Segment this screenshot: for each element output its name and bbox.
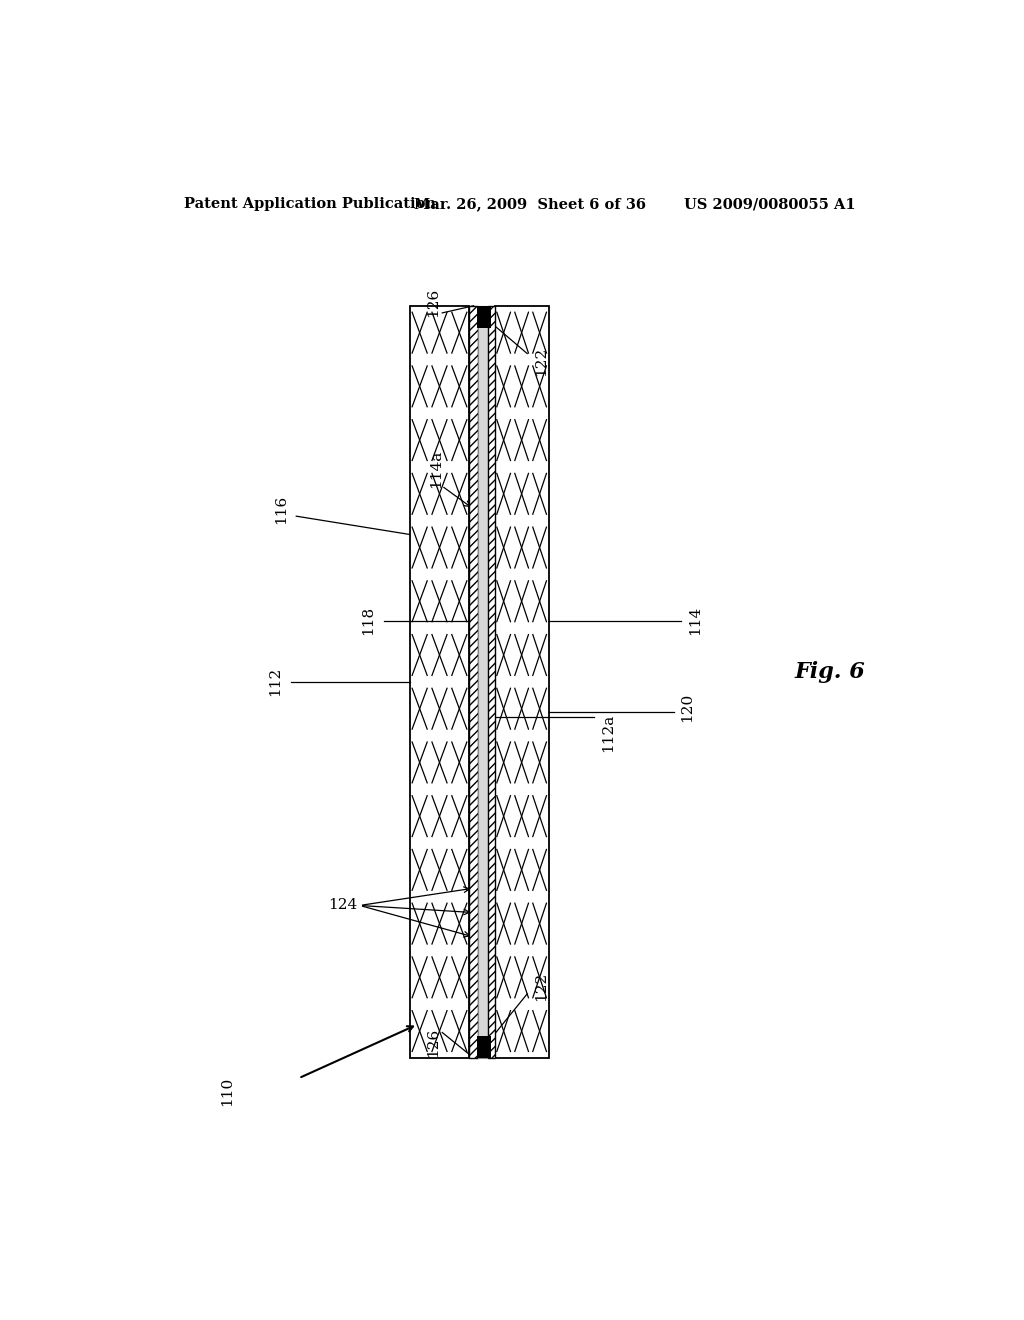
Text: 112a: 112a bbox=[601, 714, 615, 752]
Bar bbox=[478, 306, 487, 1057]
Text: Patent Application Publication: Patent Application Publication bbox=[183, 197, 435, 211]
Text: 114a: 114a bbox=[429, 449, 443, 487]
Text: 112: 112 bbox=[268, 667, 283, 697]
Text: 124: 124 bbox=[328, 899, 357, 912]
Text: 120: 120 bbox=[681, 693, 694, 722]
Text: 110: 110 bbox=[220, 1077, 234, 1106]
Bar bbox=[477, 306, 492, 329]
Bar bbox=[410, 306, 469, 1057]
Text: 114: 114 bbox=[688, 606, 702, 635]
Bar bbox=[495, 306, 549, 1057]
Text: 118: 118 bbox=[361, 606, 376, 635]
Text: 116: 116 bbox=[274, 495, 288, 524]
Bar bbox=[477, 1036, 492, 1057]
Bar bbox=[469, 306, 478, 1057]
Text: US 2009/0080055 A1: US 2009/0080055 A1 bbox=[684, 197, 855, 211]
Bar bbox=[487, 306, 495, 1057]
Text: 126: 126 bbox=[427, 288, 440, 317]
Text: 122: 122 bbox=[534, 972, 548, 1002]
Text: 126: 126 bbox=[427, 1028, 440, 1057]
Text: 122: 122 bbox=[534, 347, 548, 376]
Text: Mar. 26, 2009  Sheet 6 of 36: Mar. 26, 2009 Sheet 6 of 36 bbox=[414, 197, 646, 211]
Text: Fig. 6: Fig. 6 bbox=[795, 661, 865, 682]
